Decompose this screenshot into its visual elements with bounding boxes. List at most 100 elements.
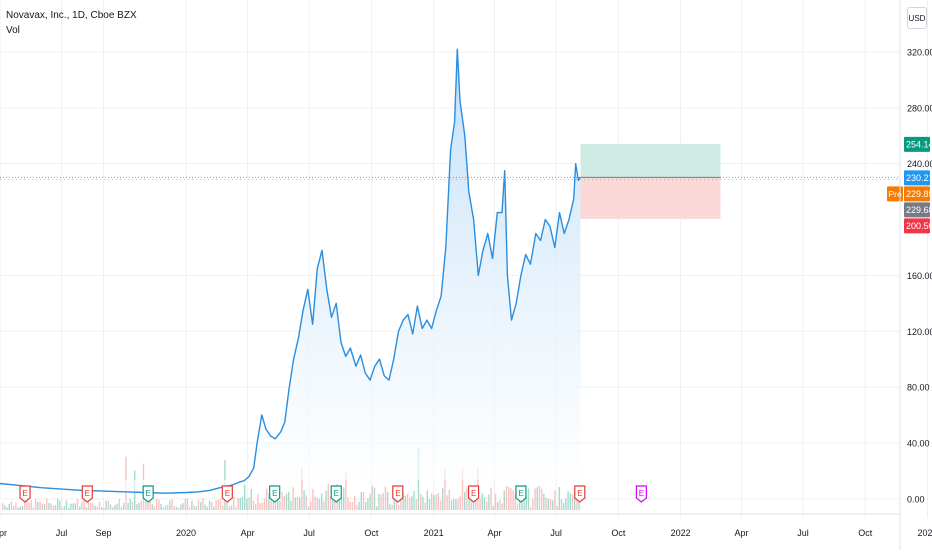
volume-bar [512,489,514,510]
price-label-bg [904,186,930,202]
volume-bar [532,498,534,510]
volume-bar [32,507,35,510]
volume-bar [393,498,395,510]
volume-bar [400,495,402,510]
x-tick-label: 2021 [424,528,444,538]
x-tick-label: 2022 [671,528,691,538]
volume-bar [503,490,505,510]
volume-bar [455,499,457,510]
volume-bar [411,496,413,510]
x-tick-label: Jul [56,528,68,538]
y-tick-label: 0.00 [907,494,925,504]
volume-bar [349,501,351,510]
currency-button[interactable]: USD [907,7,927,29]
volume-bar [569,493,571,510]
earnings-letter: E [85,489,90,498]
earnings-marker[interactable] [142,485,154,503]
volume-bar [277,499,279,510]
x-tick-label: Apr [734,528,748,538]
volume-bar [26,498,28,510]
volume-bar [255,503,257,510]
volume-bar [68,507,70,510]
volume-bar [15,502,17,510]
volume-bar [461,468,464,510]
volume-bar [21,506,24,510]
price-label-230-21: 230.21 [906,173,932,183]
volume-bar [296,496,299,510]
volume-bar [398,504,400,510]
volume-bar [149,498,151,510]
volume-bar [109,504,112,510]
x-tick-label: Sep [96,528,112,538]
earnings-marker[interactable] [19,485,31,503]
volume-bar [54,505,57,510]
volume-bar [30,500,32,510]
volume-bar [371,485,373,510]
earnings-marker[interactable] [81,485,93,503]
loss-zone[interactable] [580,177,721,219]
volume-bar [510,488,512,510]
x-tick-label: Oct [858,528,873,538]
earnings-marker[interactable] [467,485,480,503]
volume-bar [422,496,424,510]
volume-bar [367,498,369,510]
volume-bar [193,505,195,510]
earnings-marker[interactable] [515,485,527,503]
volume-bar [459,495,461,510]
earnings-letter: E [225,489,230,498]
price-label-bg [904,170,930,186]
x-tick-label: 2023 [918,528,932,538]
volume-bar [384,486,387,510]
volume-bar [565,498,567,510]
volume-bar [541,488,543,510]
volume-bar [46,498,48,510]
volume-bar [281,491,283,510]
earnings-marker[interactable] [392,485,404,503]
volume-bar [378,493,380,510]
volume-bar [127,503,129,510]
volume-bar [52,505,54,510]
price-line[interactable] [0,48,581,494]
volume-bar [244,484,246,510]
volume-bar [576,491,578,510]
volume-bar [250,488,252,510]
x-tick-label: Oct [364,528,379,538]
volume-bar [151,504,153,510]
earnings-marker[interactable] [330,485,342,503]
earnings-marker[interactable] [221,485,233,503]
earnings-marker[interactable] [574,485,586,503]
volume-indicator-label[interactable]: Vol [6,25,20,36]
volume-bar [59,500,61,510]
volume-bar [175,506,178,510]
volume-bar [369,493,371,510]
volume-bar [516,503,519,510]
earnings-marker[interactable] [269,485,281,503]
volume-bar [499,499,501,510]
volume-bar [483,497,486,510]
volume-bar [217,499,219,510]
volume-bar [136,504,138,510]
volume-bar [316,497,318,510]
volume-bar [563,503,565,510]
volume-bar [299,497,301,510]
volume-bar [233,496,235,510]
earnings-letter: E [639,489,644,498]
symbol-title[interactable]: Novavax, Inc., 1D, Cboe BZX [6,10,137,21]
volume-bar [197,500,200,510]
volume-bar [389,504,391,510]
volume-bar [156,498,158,510]
volume-bar [290,500,292,510]
earnings-marker[interactable] [635,485,647,503]
profit-zone[interactable] [580,143,721,178]
volume-bar [347,497,349,510]
volume-bar [171,498,173,510]
volume-bar [574,491,576,510]
volume-bar [239,498,241,510]
price-label-200-50: 200.50 [906,221,932,231]
x-tick-label: Apr [0,528,7,538]
volume-bar [351,501,354,510]
volume-bar [215,500,217,510]
volume-bar [435,494,437,510]
